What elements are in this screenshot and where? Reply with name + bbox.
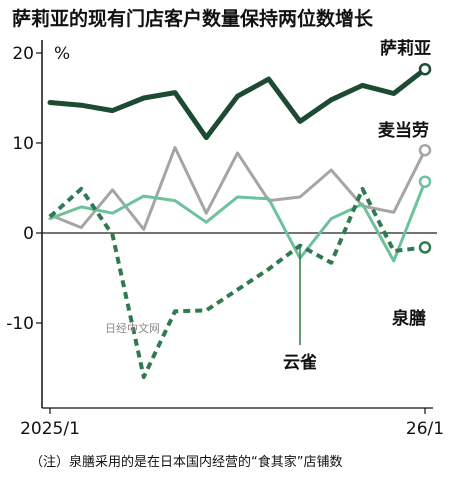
series-line-3 [48, 186, 426, 379]
x-tick-label: 2025/1 [20, 419, 80, 439]
y-tick-label: -10 [6, 314, 34, 334]
y-tick-label: 20 [12, 44, 34, 64]
y-unit-label: % [54, 44, 70, 64]
series-label-3: 云雀 [283, 353, 317, 373]
series-label-0: 萨莉亚 [380, 38, 431, 59]
y-tick-label: 10 [12, 134, 34, 154]
series-line-0 [47, 66, 428, 141]
series-end-marker-2 [418, 175, 432, 188]
y-tick-label: 0 [23, 224, 34, 244]
series-label-2: 泉膳 [391, 308, 426, 329]
x-tick-label: 26/1 [406, 419, 444, 439]
series-end-marker-1 [418, 143, 432, 157]
series-label-1: 麦当劳 [378, 120, 429, 141]
watermark: 日经中文网 [105, 321, 160, 335]
series-line-2 [48, 180, 427, 263]
chart-title: 萨莉亚的现有门店客户数量保持两位数增长 [12, 8, 374, 30]
series-end-marker-3 [418, 241, 432, 254]
series-end-marker-0 [418, 62, 432, 76]
chart-note: （注）泉膳采用的是在日本国内经营的“食其家”店铺数 [30, 455, 343, 470]
